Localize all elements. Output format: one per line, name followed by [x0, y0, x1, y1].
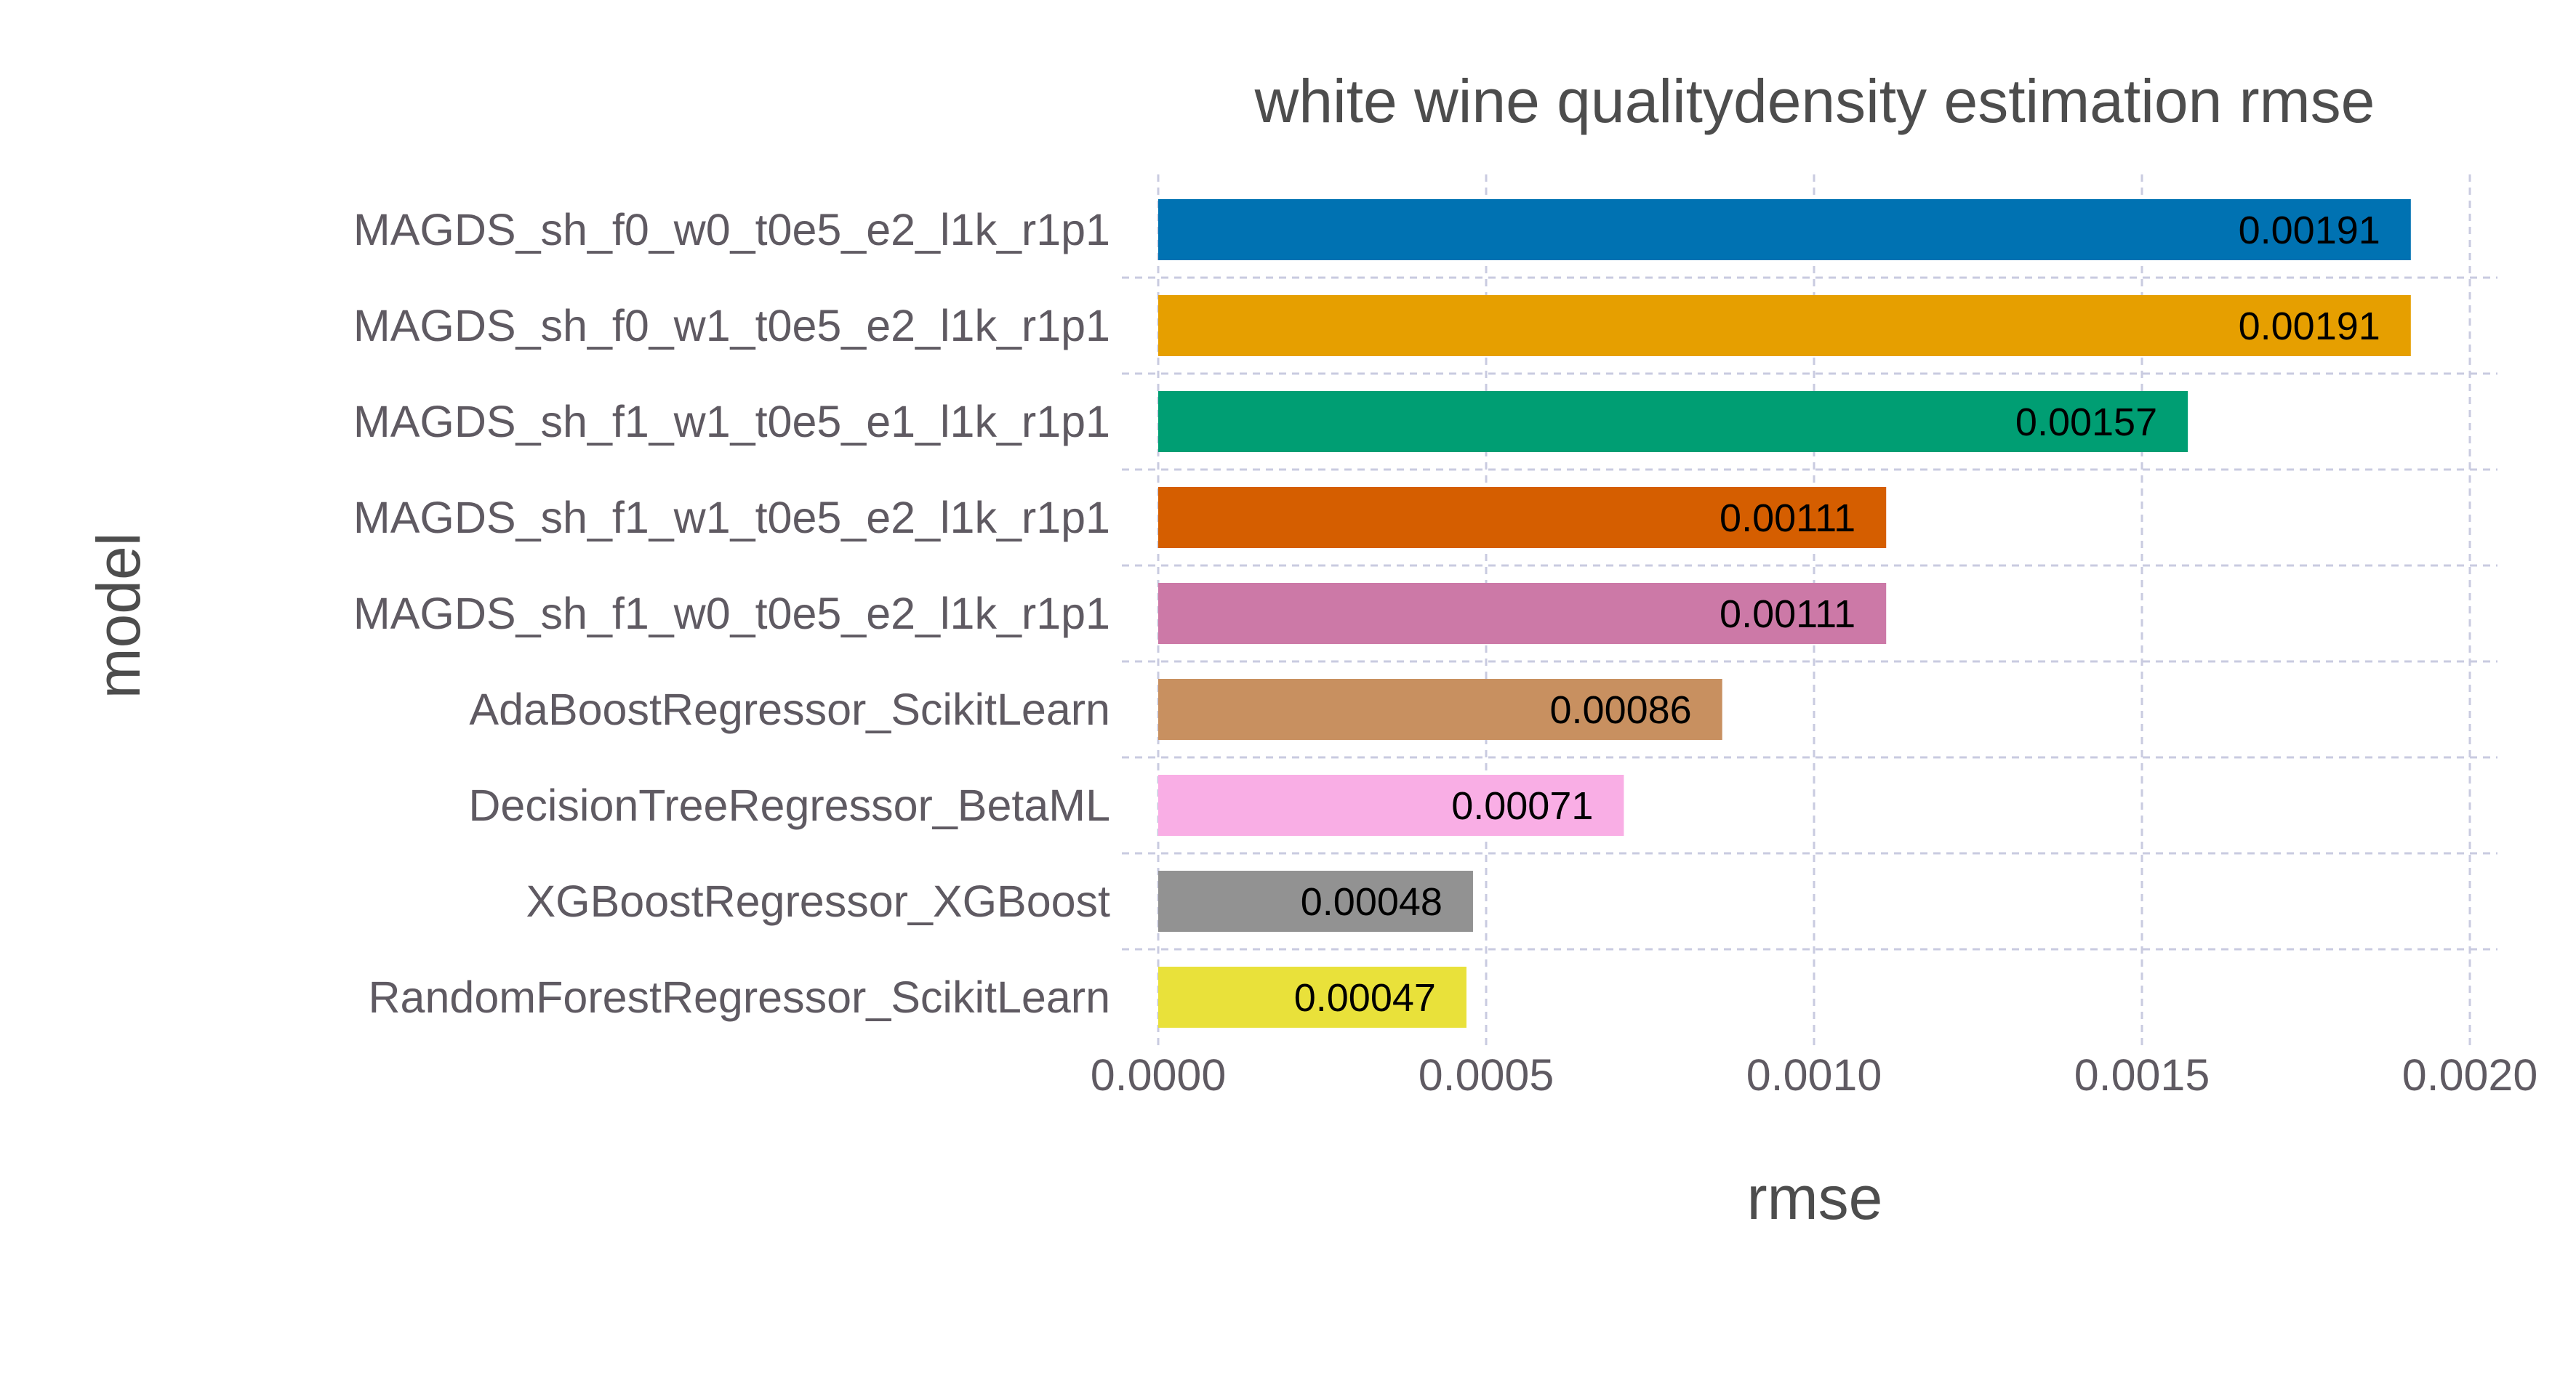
x-tick-label: 0.0020 [2402, 1050, 2538, 1100]
category-labels: MAGDS_sh_f0_w0_t0e5_e2_l1k_r1p1 MAGDS_sh_… [353, 205, 1110, 1022]
bar [1158, 391, 2188, 452]
bar [1158, 775, 1624, 836]
x-tick-label: 0.0005 [1419, 1050, 1554, 1100]
category-label: RandomForestRegressor_ScikitLearn [369, 973, 1111, 1022]
data-label: 0.00191 [2239, 305, 2380, 348]
bar [1158, 871, 1473, 932]
category-label: MAGDS_sh_f1_w0_t0e5_e2_l1k_r1p1 [353, 589, 1110, 638]
x-tick-label: 0.0015 [2074, 1050, 2210, 1100]
data-label: 0.00071 [1451, 784, 1593, 828]
chart-title: white wine qualitydensity estimation rms… [1254, 67, 2375, 135]
category-label: AdaBoostRegressor_ScikitLearn [469, 685, 1110, 734]
bar [1158, 295, 2411, 356]
category-label: XGBoostRegressor_XGBoost [526, 877, 1110, 926]
data-label: 0.00191 [2239, 209, 2380, 252]
bar [1158, 199, 2411, 260]
category-label: MAGDS_sh_f1_w1_t0e5_e2_l1k_r1p1 [353, 493, 1110, 542]
bars [1158, 199, 2411, 1028]
data-label: 0.00048 [1301, 880, 1443, 924]
data-label: 0.00157 [2015, 400, 2157, 444]
category-label: DecisionTreeRegressor_BetaML [468, 781, 1110, 830]
bar [1158, 487, 1887, 548]
x-tick-labels: 0.0000 0.0005 0.0010 0.0015 0.0020 [1091, 1050, 2538, 1100]
bar [1158, 583, 1887, 644]
x-axis-title: rmse [1747, 1164, 1883, 1232]
data-label: 0.00111 [1720, 592, 1855, 636]
bar [1158, 679, 1722, 740]
x-tick-label: 0.0010 [1746, 1050, 1882, 1100]
data-label: 0.00086 [1550, 688, 1692, 732]
category-label: MAGDS_sh_f0_w1_t0e5_e2_l1k_r1p1 [353, 301, 1110, 350]
category-label: MAGDS_sh_f1_w1_t0e5_e1_l1k_r1p1 [353, 397, 1110, 446]
category-label: MAGDS_sh_f0_w0_t0e5_e2_l1k_r1p1 [353, 205, 1110, 254]
data-label: 0.00047 [1294, 976, 1436, 1020]
bar [1158, 967, 1466, 1028]
y-axis-title: model [84, 533, 153, 699]
x-tick-label: 0.0000 [1091, 1050, 1227, 1100]
data-label: 0.00111 [1720, 496, 1855, 540]
data-labels: 0.00191 0.00191 0.00157 0.00111 0.00111 0.000… [1294, 209, 2380, 1020]
